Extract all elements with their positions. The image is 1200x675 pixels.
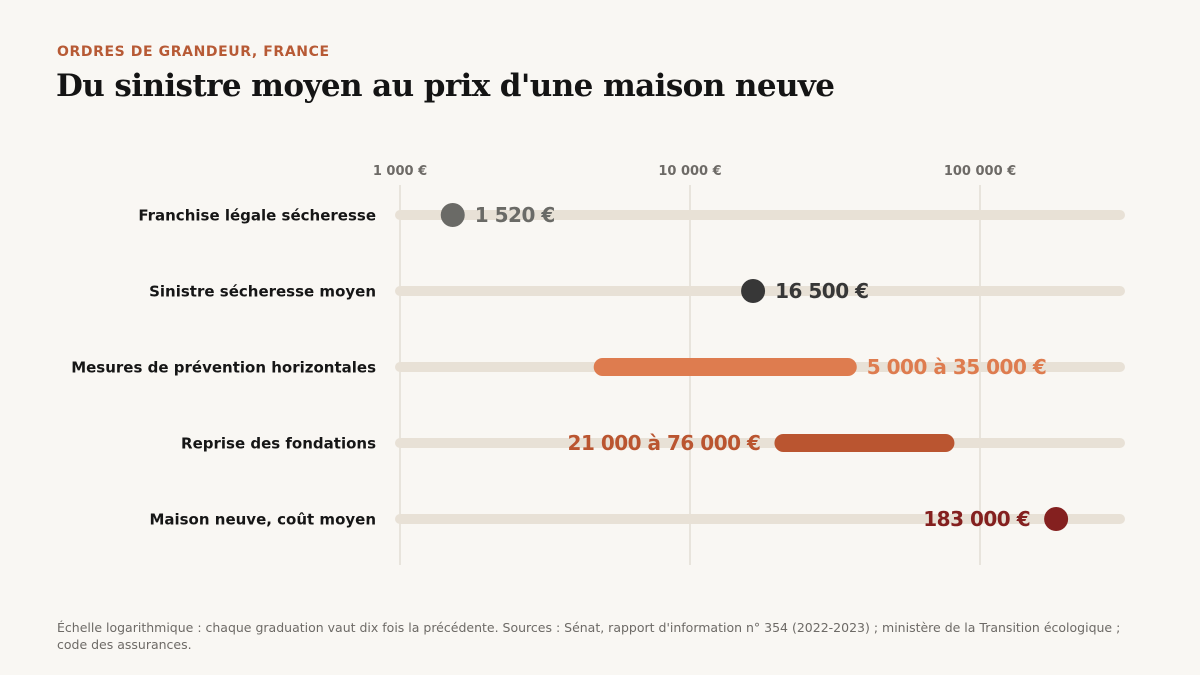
x-tick-label: 10 000 € — [658, 164, 721, 179]
chart-title: Du sinistre moyen au prix d'une maison n… — [56, 68, 835, 104]
chart-footnote: Échelle logarithmique : chaque graduatio… — [57, 620, 1121, 652]
row-label: Maison neuve, coût moyen — [149, 511, 376, 529]
x-tick-label: 1 000 € — [373, 164, 427, 179]
row-label: Reprise des fondations — [181, 435, 376, 453]
value-dot — [1044, 507, 1069, 531]
value-label: 21 000 à 76 000 € — [568, 431, 761, 455]
x-tick-label: 100 000 € — [944, 164, 1016, 179]
row-label: Sinistre sécheresse moyen — [149, 283, 376, 301]
range-dot-chart: 1 000 € 10 000 € 100 000 € Franchise légale… — [71, 164, 1125, 565]
value-label: 1 520 € — [475, 203, 555, 227]
value-label: 16 500 € — [775, 279, 868, 303]
value-dot — [741, 279, 766, 303]
chart-eyebrow: ORDRES DE GRANDEUR, FRANCE — [57, 44, 330, 60]
value-label: 183 000 € — [923, 507, 1030, 531]
row-label: Mesures de prévention horizontales — [71, 359, 376, 377]
row-label: Franchise légale sécheresse — [138, 207, 376, 225]
value-label: 5 000 à 35 000 € — [867, 355, 1046, 379]
value-dot — [440, 203, 465, 227]
